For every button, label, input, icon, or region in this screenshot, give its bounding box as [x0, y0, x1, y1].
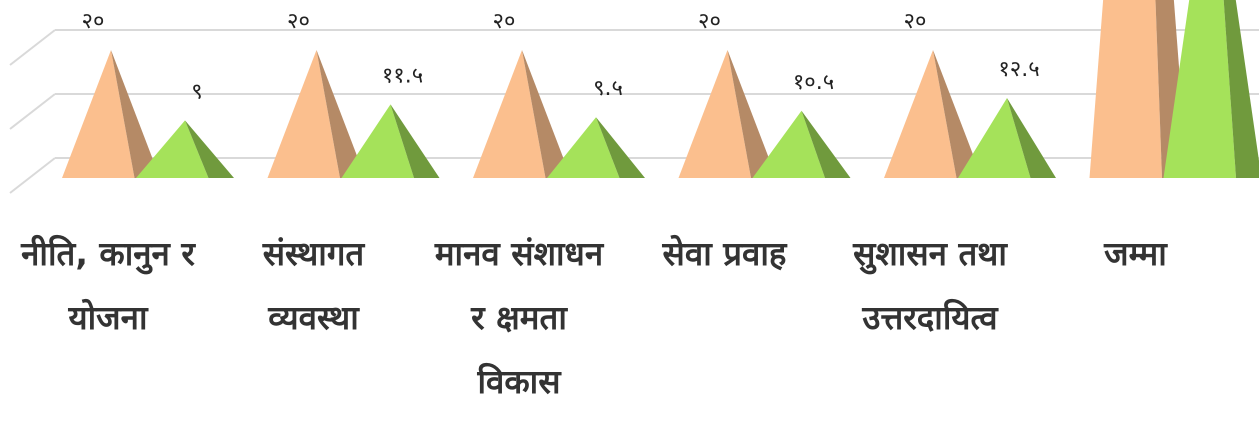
pyramid-face — [522, 50, 571, 178]
pyramid — [136, 120, 234, 178]
pyramid — [62, 50, 160, 178]
pyramid-face — [678, 50, 752, 178]
pyramid-face — [185, 120, 234, 178]
x-tick-label: मानव संशाधन र क्षमता विकास — [434, 234, 604, 401]
data-label: २० — [82, 9, 105, 34]
data-label: ९ — [191, 79, 202, 104]
pyramid-face — [958, 98, 1031, 178]
pyramid — [547, 117, 645, 178]
data-label: २० — [287, 9, 310, 34]
pyramid-face — [884, 50, 957, 178]
pyramid — [884, 50, 982, 178]
grid-perspective — [9, 29, 56, 66]
pyramid-face — [547, 117, 620, 178]
pyramid-face — [596, 117, 645, 178]
data-label: ९.५ — [593, 76, 623, 101]
pyramid-face — [933, 50, 982, 178]
pyramid — [1163, 0, 1259, 178]
x-tick-label: नीति, कानुन र योजना — [21, 234, 195, 337]
pyramid-face — [752, 110, 826, 178]
pyramid-face — [136, 120, 209, 178]
pyramid-face — [62, 50, 135, 178]
pyramid-face — [801, 110, 851, 178]
pyramid — [341, 104, 440, 178]
grid-perspective — [9, 93, 56, 130]
data-label: १०.५ — [793, 70, 834, 95]
pyramid — [958, 98, 1056, 178]
pyramid-face — [1007, 98, 1056, 178]
pyramid-face — [1163, 0, 1237, 178]
pyramid — [473, 50, 571, 178]
pyramid-face — [111, 50, 160, 178]
pyramid — [267, 50, 366, 178]
data-label: ११.५ — [382, 63, 423, 88]
data-label: १२.५ — [998, 57, 1039, 82]
pyramid-face — [341, 104, 415, 178]
grid-perspective — [9, 157, 56, 194]
data-label: २० — [698, 9, 721, 34]
x-tick-label: संस्थागत व्यवस्था — [262, 234, 365, 337]
pyramid-face — [390, 104, 440, 178]
pyramid-face — [727, 50, 777, 178]
x-tick-label: जम्मा — [1104, 234, 1167, 273]
pyramid — [678, 50, 777, 178]
data-label: २० — [904, 9, 927, 34]
data-label: २० — [493, 9, 516, 34]
pyramid-face — [473, 50, 546, 178]
x-tick-label: सुशासन तथा उत्तरदायित्व — [853, 234, 1007, 337]
pyramid — [752, 110, 851, 178]
pyramid-face — [1089, 0, 1163, 178]
pyramid-face — [316, 50, 366, 178]
pyramid-face — [267, 50, 341, 178]
pyramid-face — [1223, 0, 1259, 178]
x-tick-label: सेवा प्रवाह — [662, 234, 787, 273]
